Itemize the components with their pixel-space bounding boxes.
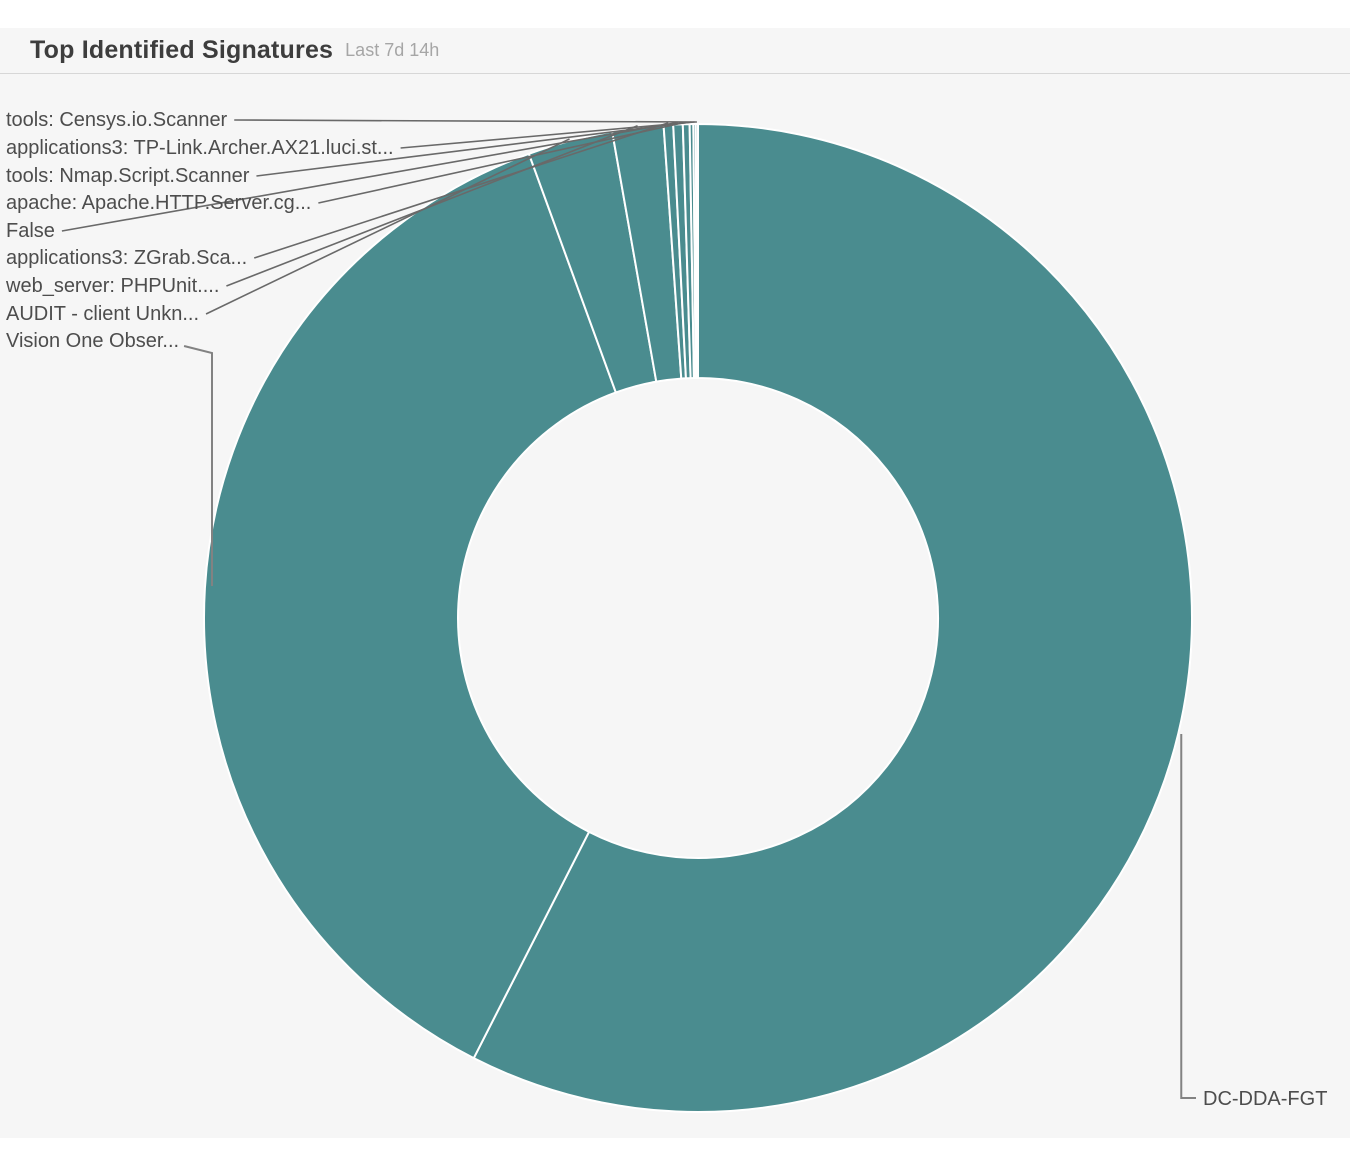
slice-label: applications3: ZGrab.Sca... <box>6 247 247 269</box>
slices-group <box>203 122 1193 1113</box>
label-leader-line <box>256 121 692 177</box>
slice-label: web_server: PHPUnit.... <box>5 275 219 297</box>
slice-label: tools: Censys.io.Scanner <box>6 109 228 131</box>
label-leader-line <box>318 121 687 204</box>
slice-label: AUDIT - client Unkn... <box>6 303 199 325</box>
label-leader-line <box>205 138 570 315</box>
pie-slice[interactable] <box>694 122 699 380</box>
card-subtitle: Last 7d 14h <box>345 40 440 60</box>
slice-label: applications3: TP-Link.Archer.AX21.luci.… <box>6 137 394 159</box>
slice-label: DC-DDA-FGT <box>1203 1088 1327 1110</box>
card-title: Top Identified Signatures <box>30 36 334 64</box>
slice-label: apache: Apache.HTTP.Server.cg... <box>6 192 311 214</box>
leader-lines-group <box>61 119 1196 1099</box>
label-leader-line <box>183 345 213 586</box>
slice-label: False <box>6 220 55 242</box>
card-header: Top Identified Signatures Last 7d 14h <box>0 28 1350 74</box>
label-leader-line <box>61 121 679 232</box>
pie-slice[interactable] <box>472 122 1193 1113</box>
label-leader-line <box>400 121 695 149</box>
slice-label: Vision One Obser... <box>6 330 179 352</box>
label-leader-line <box>234 119 697 123</box>
slice-label: tools: Nmap.Script.Scanner <box>6 165 250 187</box>
slice-labels-group: tools: Censys.io.Scanner applications3: T… <box>5 109 1327 1110</box>
label-leader-line <box>1180 734 1196 1099</box>
